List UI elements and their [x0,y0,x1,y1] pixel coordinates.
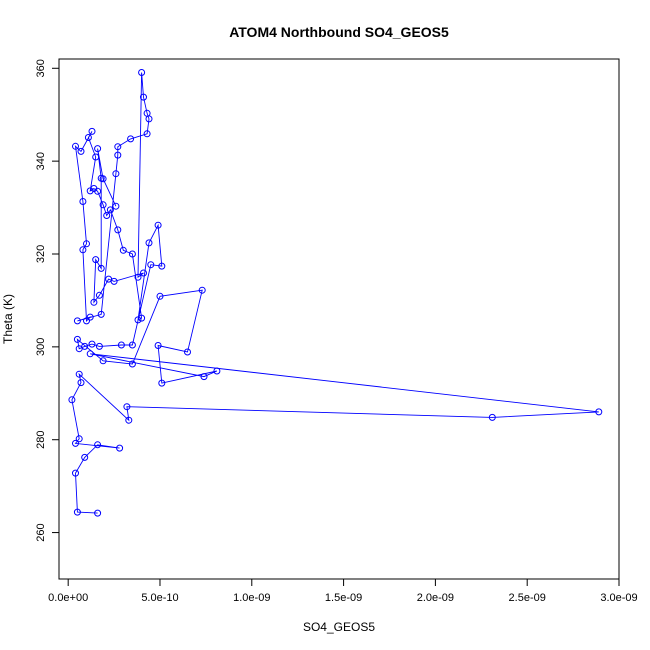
data-point [112,170,120,178]
data-point [123,403,131,411]
data-point [75,370,83,378]
data-point [103,212,111,219]
data-point [106,206,114,214]
data-point [97,264,105,272]
chart-title: ATOM4 Northbound SO4_GEOS5 [229,24,449,40]
data-point [94,441,102,449]
y-tick-label: 340 [35,152,47,170]
data-point [73,508,81,516]
data-point [145,239,153,247]
data-point [83,317,90,325]
data-point [138,69,146,76]
x-tick-label: 5.0e-10 [141,592,178,604]
data-point [92,153,100,161]
x-tick-label: 2.5e-09 [509,592,546,604]
data-point [116,444,124,452]
data-point [72,439,79,447]
data-point [114,143,122,151]
data-point [81,342,89,350]
data-point [90,298,98,306]
data-point [72,142,79,150]
data-point [156,292,164,300]
data-point [147,261,155,269]
data-point [158,379,166,387]
data-point [117,341,125,349]
data-point [128,360,136,368]
x-tick-label: 3.0e-09 [600,592,637,604]
data-point [81,453,89,461]
data-point [114,151,122,159]
data-point [83,240,90,248]
data-point [99,357,107,365]
data-point [198,286,206,294]
data-point [72,469,79,477]
data-point [143,109,151,117]
data-point [154,342,162,349]
data-point [73,317,81,325]
data-point [97,310,105,318]
data-point [86,313,94,321]
series-line [71,72,599,514]
data-point [128,250,136,258]
x-axis-label: SO4_GEOS5 [303,620,375,634]
data-point [112,202,120,210]
data-point [200,373,208,381]
data-point [99,175,107,183]
data-point [95,291,103,299]
data-point [79,246,87,254]
series-group [68,69,603,517]
data-point [88,127,96,135]
data-point [68,396,76,404]
data-point [138,314,146,322]
data-point [128,341,136,349]
data-point [86,187,94,195]
y-axis-label: Theta (K) [1,294,15,344]
data-point [77,147,85,155]
x-tick-label: 0.0e+00 [48,592,88,604]
data-point [105,275,113,283]
x-tick-label: 1.0e-09 [233,592,270,604]
y-axis: 260 280 300 320 340 360 [35,59,60,542]
data-point [134,316,142,324]
y-tick-label: 260 [35,523,47,541]
data-point [154,221,162,229]
data-point [114,226,122,234]
data-point [140,269,147,277]
data-point [119,246,127,254]
x-axis: 0.0e+00 5.0e-10 1.0e-09 1.5e-09 2.0e-09 2.5e-… [48,578,638,604]
data-point [184,348,191,356]
data-point [75,435,83,443]
plot-frame [58,58,620,580]
data-point [95,342,103,350]
data-point [595,408,603,416]
data-point [92,256,100,264]
data-point [90,185,98,192]
y-tick-label: 360 [35,59,47,77]
data-point [94,145,102,153]
y-tick-label: 320 [35,245,47,263]
data-point [134,273,142,281]
data-point [88,340,96,348]
data-point [77,379,85,387]
data-point [79,198,87,205]
data-point [143,130,151,138]
data-point [73,335,81,343]
data-point [488,413,496,421]
data-point [99,201,107,209]
data-point [158,262,166,270]
x-tick-label: 1.5e-09 [325,592,362,604]
data-point [127,135,135,143]
data-point [94,509,102,517]
data-point [86,350,94,358]
x-tick-label: 2.0e-09 [417,592,454,604]
data-point [213,367,221,375]
data-point [140,93,147,101]
y-tick-label: 280 [35,431,47,449]
data-point [84,134,92,141]
data-point [125,416,133,424]
y-tick-label: 300 [35,338,47,356]
